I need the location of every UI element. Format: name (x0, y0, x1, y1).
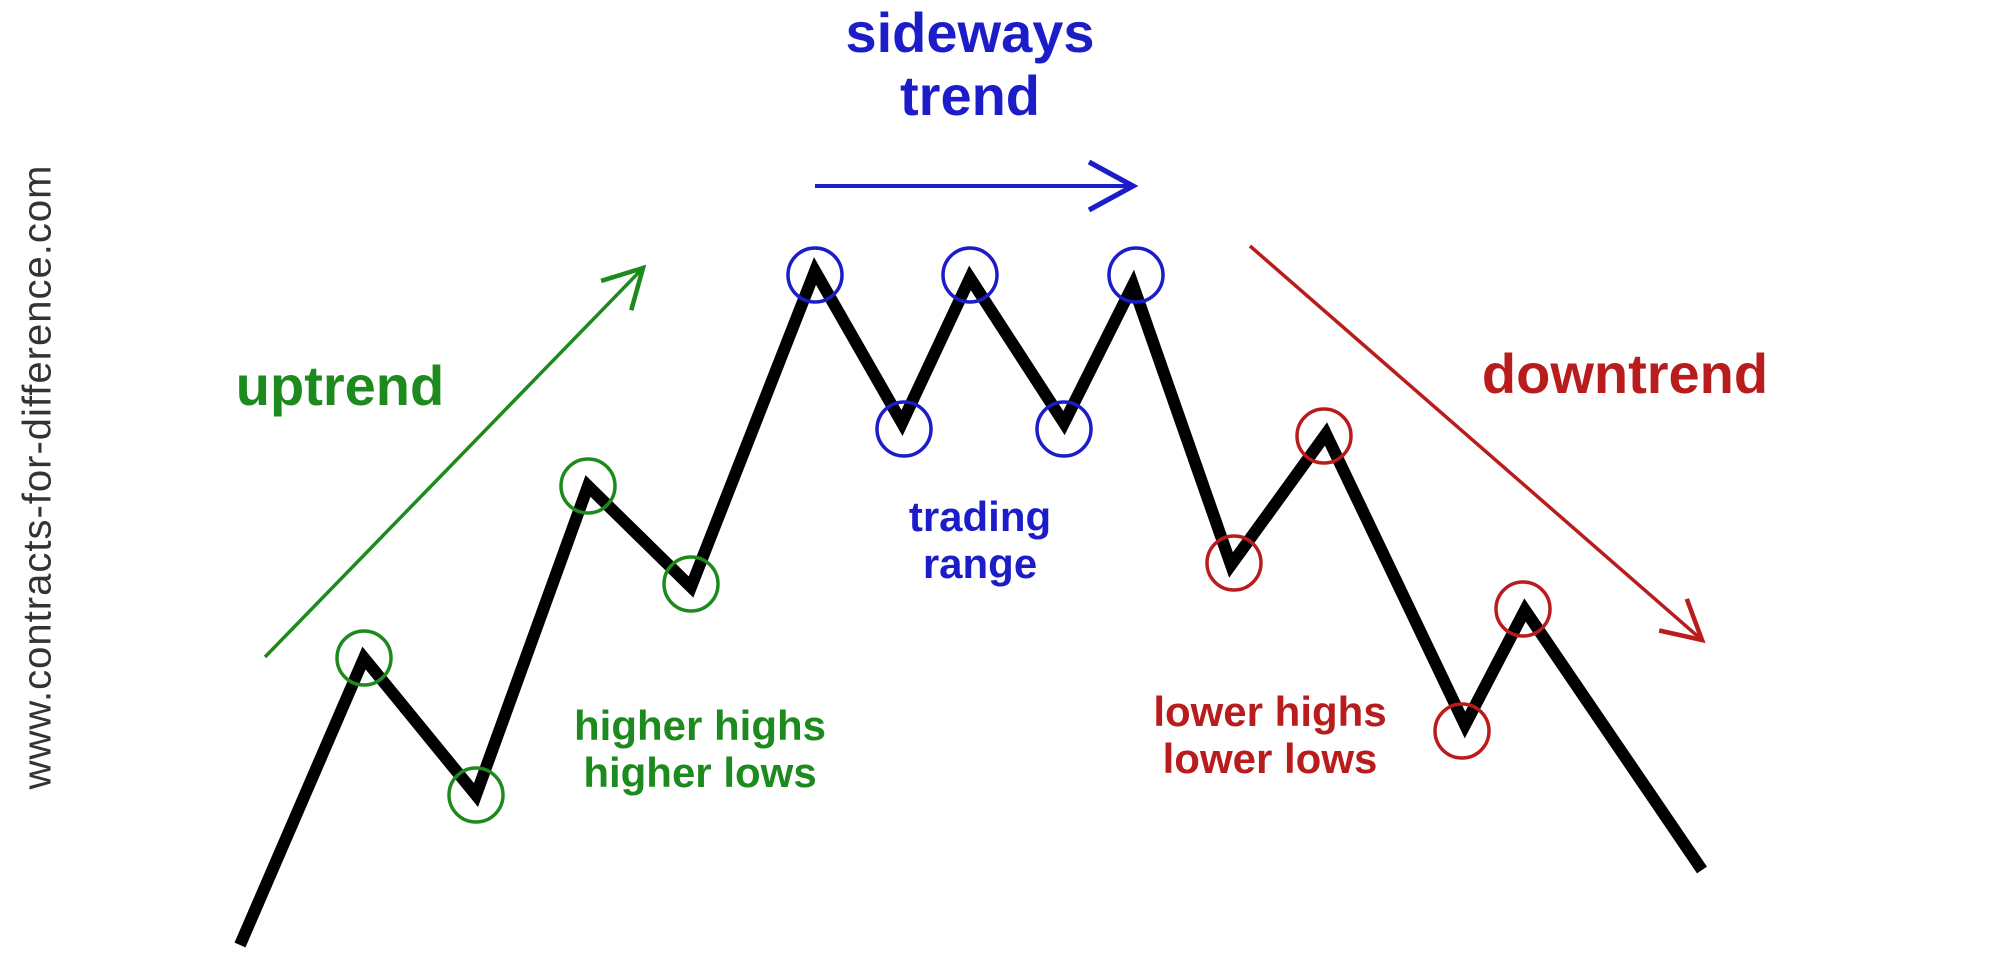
swing-high-circle (1494, 580, 1552, 638)
downtrend-arrow (1248, 244, 1706, 644)
swing-high-circle (335, 629, 393, 687)
trading-range-label: trading range (860, 493, 1100, 587)
lhll-line1: lower highs (1153, 688, 1387, 735)
uptrend-label: uptrend (235, 354, 445, 417)
swing-low-circle (447, 766, 505, 824)
swing-high-circle (941, 246, 999, 304)
lhll-line2: lower lows (1162, 735, 1378, 783)
swing-low-circle (662, 555, 720, 613)
swing-low-circle (875, 400, 933, 458)
swing-high-circle (1295, 407, 1353, 465)
swing-low-circle (1035, 400, 1093, 458)
trading-range-line2: range (922, 540, 1038, 588)
price-line (234, 257, 1707, 948)
swing-high-circle (559, 457, 617, 515)
hhhl-line1: higher highs (574, 702, 826, 749)
sideways-label-line2: trend (900, 63, 1040, 127)
swing-high-circle (786, 246, 844, 304)
higher-highs-higher-lows-label: higher highs higher lows (540, 702, 860, 796)
sideways-trend-label: sideways trend (800, 1, 1140, 127)
hhhl-line2: higher lows (583, 749, 817, 797)
sideways-label-line1: sideways (845, 1, 1095, 64)
swing-high-circle (1107, 246, 1165, 304)
downtrend-label: downtrend (1481, 342, 1769, 405)
swing-low-circle (1433, 702, 1491, 760)
trading-range-line1: trading (908, 493, 1052, 540)
lower-highs-lower-lows-label: lower highs lower lows (1120, 688, 1420, 782)
uptrend-arrow (263, 264, 647, 659)
swing-low-circle (1205, 534, 1263, 592)
